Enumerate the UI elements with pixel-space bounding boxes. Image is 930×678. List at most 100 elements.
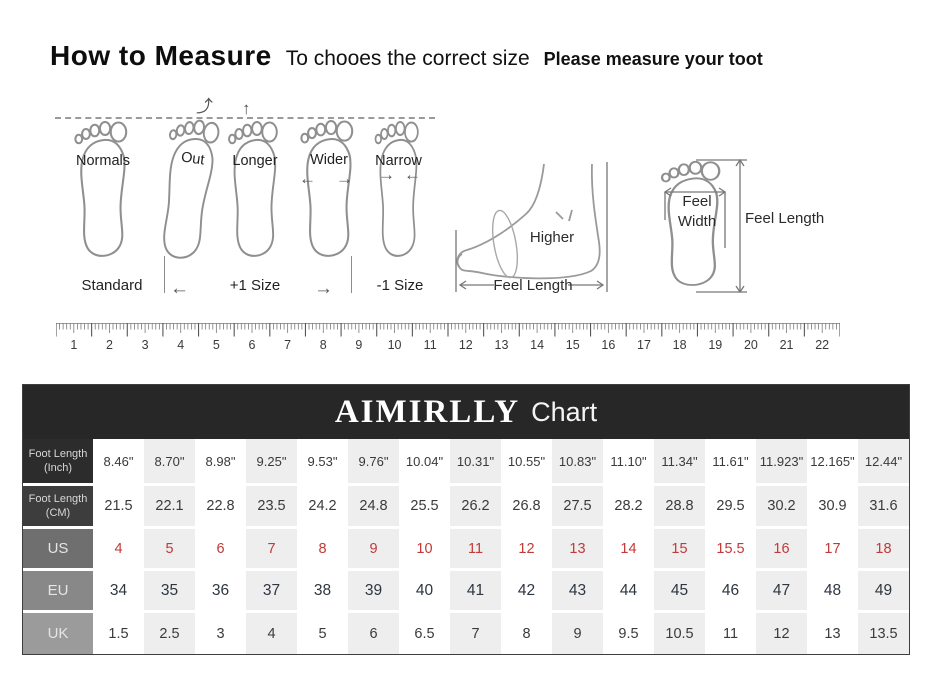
size-cell-foot-length-inch: 9.53" [297,439,348,483]
size-cell-uk: 1.5 [93,613,144,654]
size-cell-us: 11 [450,529,501,568]
page-title: How to Measure [50,40,272,71]
size-cell-us: 17 [807,529,858,568]
ruler-number: 6 [248,338,256,352]
ruler-number: 18 [672,338,687,352]
size-cell-us: 10 [399,529,450,568]
size-cell-foot-length-inch: 12.44" [858,439,909,483]
ruler-numbers: 1 2 3 4 5 6 7 8 9 10 11 12 13 14 15 16 17 18 19 20 21 22 [56,338,840,354]
size-cell-eu: 37 [246,571,297,610]
foot-label: Out [180,149,206,169]
size-cell-uk: 9 [552,613,603,654]
foot-side-view-illustration [455,162,608,292]
foot-longer-illustration: Longer [224,120,286,262]
size-table-body: Foot Length (Inch) 8.46" 8.70" 8.98" 9.25" 9.5… [23,439,909,654]
size-cell-foot-length-inch: 10.04" [399,439,450,483]
size-cell-uk: 9.5 [603,613,654,654]
ruler-number: 16 [601,338,616,352]
size-cell-foot-length-cm: 30.2 [756,486,807,526]
ruler-number: 17 [637,338,651,352]
ruler-number: 10 [387,338,402,352]
foot-narrow-illustration: Narrow [371,120,426,262]
caption-standard: Standard [81,277,143,294]
page-header: How to Measure To chooes the correct siz… [50,40,763,72]
foot-wider-illustration: Wider [296,119,362,262]
foot-label: Narrow [375,153,422,169]
size-cell-eu: 36 [195,571,246,610]
size-cell-foot-length-inch: 9.76" [348,439,399,483]
size-cell-us: 4 [93,529,144,568]
row-header-foot-length-inch: Foot Length (Inch) [23,439,93,483]
arrow-outward-right-icon: → [336,169,353,188]
size-table-row-foot-length-inch: Foot Length (Inch) 8.46" 8.70" 8.98" 9.25" 9.5… [23,439,909,486]
size-cell-foot-length-cm: 24.2 [297,486,348,526]
page-note: Please measure your toot [543,49,763,69]
size-cell-foot-length-cm: 24.8 [348,486,399,526]
size-cell-foot-length-inch: 9.25" [246,439,297,483]
size-cell-uk: 8 [501,613,552,654]
ruler-number: 8 [319,338,327,352]
foot-top-view-illustration [660,158,747,294]
ruler-number: 4 [177,338,185,352]
size-cell-uk: 11 [705,613,756,654]
arrow-inward-right-icon: → [378,165,395,184]
ruler-number: 9 [355,338,363,352]
size-cell-us: 13 [552,529,603,568]
arrow-right-icon: → [314,278,333,299]
size-cell-eu: 39 [348,571,399,610]
size-cell-foot-length-cm: 29.5 [705,486,756,526]
caption-plus-one-size: +1 Size [229,277,281,294]
size-cell-eu: 48 [807,571,858,610]
row-header-us: US [23,529,93,568]
foot-label: Wider [310,152,348,168]
size-table-row-eu: EU 34 35 36 37 38 39 40 41 42 43 44 45 46 47 48 49 [23,571,909,613]
size-cell-foot-length-inch: 12.165" [807,439,858,483]
ruler-number: 12 [458,338,473,352]
measure-diagram: Normals Out Longer Wider Narrow ⤴ ↑ ← → … [55,98,824,299]
size-cell-eu: 49 [858,571,909,610]
size-cell-foot-length-inch: 8.98" [195,439,246,483]
toe-guide-dashed-line [55,117,435,119]
size-cell-uk: 2.5 [144,613,195,654]
chart-title-bar: AIMIRLLY Chart [23,385,909,439]
size-cell-uk: 4 [246,613,297,654]
brand-logo-text: AIMIRLLY [334,393,521,430]
ruler-number: 22 [815,338,830,352]
size-cell-foot-length-cm: 22.1 [144,486,195,526]
ruler-number: 7 [284,338,292,352]
size-cell-us: 6 [195,529,246,568]
size-chart-table: AIMIRLLY Chart Foot Length (Inch) 8.46" 8.7… [22,384,910,655]
foot-label: Longer [232,153,278,169]
size-cell-eu: 44 [603,571,654,610]
size-cell-eu: 43 [552,571,603,610]
size-cell-foot-length-cm: 26.2 [450,486,501,526]
foot-out-illustration: Out [147,114,229,268]
size-cell-eu: 34 [93,571,144,610]
arrow-left-icon: ← [170,278,189,299]
arrow-outward-left-icon: ← [299,169,316,188]
divider-line [351,256,352,293]
size-cell-us: 14 [603,529,654,568]
size-cell-eu: 41 [450,571,501,610]
size-cell-us: 15 [654,529,705,568]
size-cell-uk: 13.5 [858,613,909,654]
row-header-eu: EU [23,571,93,610]
size-cell-eu: 47 [756,571,807,610]
chart-title-suffix: Chart [531,396,598,427]
caption-minus-one-size: -1 Size [376,277,424,294]
size-cell-eu: 42 [501,571,552,610]
size-cell-foot-length-cm: 25.5 [399,486,450,526]
size-cell-us: 5 [144,529,195,568]
size-cell-foot-length-inch: 8.46" [93,439,144,483]
size-cell-foot-length-cm: 28.2 [603,486,654,526]
ruler-number: 1 [70,338,78,352]
side-feel-length-label: Feel Length [493,277,573,294]
size-cell-uk: 5 [297,613,348,654]
footprint-icon [74,120,128,257]
size-cell-us: 9 [348,529,399,568]
size-cell-us: 8 [297,529,348,568]
size-table-row-uk: UK 1.5 2.5 3 4 5 6 6.5 7 8 9 9.5 10.5 11 12 13 13.5 [23,613,909,654]
ruler-number: 2 [105,338,113,352]
size-cell-us: 12 [501,529,552,568]
